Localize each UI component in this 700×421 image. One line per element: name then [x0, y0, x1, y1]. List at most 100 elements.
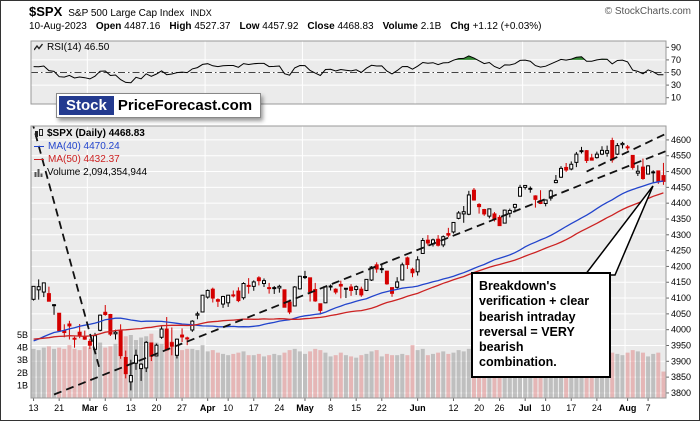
quote-high: High 4527.37	[169, 21, 230, 32]
svg-text:21: 21	[54, 403, 64, 413]
svg-text:6: 6	[103, 403, 108, 413]
svg-text:2B: 2B	[17, 368, 28, 378]
svg-text:4050: 4050	[671, 309, 691, 319]
svg-text:8: 8	[328, 403, 333, 413]
quote-value: 2.1B	[420, 21, 442, 32]
svg-text:Jun: Jun	[410, 403, 426, 413]
svg-text:7: 7	[646, 403, 651, 413]
quote-label: Chg	[450, 21, 470, 32]
svg-text:17: 17	[566, 403, 576, 413]
quote-label: High	[169, 21, 192, 32]
svg-text:15: 15	[351, 403, 361, 413]
svg-text:10: 10	[541, 403, 551, 413]
ma50-legend: MA(50) 4432.37	[48, 154, 120, 165]
svg-text:26: 26	[495, 403, 505, 413]
quote-date: 10-Aug-2023	[29, 21, 87, 32]
axis-labels: 4600 4550 4500 4450 4400 4350 4300 4250 4200 4150…	[17, 42, 691, 413]
svg-text:4550: 4550	[671, 151, 691, 161]
svg-text:4600: 4600	[671, 135, 691, 145]
stockpriceforecast-logo: Stock PriceForecast.com	[56, 93, 262, 118]
svg-text:13: 13	[29, 403, 39, 413]
ma40-line-icon: —	[34, 141, 44, 152]
svg-text:12: 12	[448, 403, 458, 413]
ma40-legend-row: — MA(40) 4470.24	[34, 140, 147, 153]
trendline	[53, 150, 666, 396]
svg-text:4150: 4150	[671, 277, 691, 287]
rsi-line	[33, 55, 664, 84]
candlesticks	[31, 137, 666, 391]
svg-text:4450: 4450	[671, 182, 691, 192]
svg-text:4250: 4250	[671, 246, 691, 256]
exchange-label: INDX	[190, 8, 212, 18]
svg-text:4500: 4500	[671, 167, 691, 177]
svg-text:20: 20	[474, 403, 484, 413]
svg-text:4100: 4100	[671, 293, 691, 303]
svg-text:70: 70	[671, 55, 681, 65]
volume-legend: Volume 2,094,354,944	[47, 167, 148, 178]
quote-low: Low 4457.92	[239, 21, 298, 32]
quote-volume: Volume 2.1B	[383, 21, 442, 32]
svg-text:3950: 3950	[671, 340, 691, 350]
svg-text:May: May	[296, 403, 314, 413]
svg-text:Apr: Apr	[200, 403, 216, 413]
quote-bar: 10-Aug-2023 Open 4487.16 High 4527.37 Lo…	[29, 21, 542, 32]
header: $SPX S&P 500 Large Cap Index INDX	[29, 4, 212, 19]
svg-text:4200: 4200	[671, 261, 691, 271]
svg-text:5B: 5B	[17, 330, 28, 340]
ma50-legend-row: — MA(50) 4432.37	[34, 153, 147, 166]
ma40-line	[33, 180, 664, 342]
svg-text:3850: 3850	[671, 372, 691, 382]
svg-text:17: 17	[249, 403, 259, 413]
ma50-line	[33, 192, 664, 340]
svg-text:22: 22	[377, 403, 387, 413]
series-legend: $SPX (Daily) 4468.83	[47, 128, 145, 139]
svg-text:20: 20	[151, 403, 161, 413]
logo-text: PriceForecast.com	[117, 97, 253, 114]
quote-open: Open 4487.16	[96, 21, 161, 32]
svg-text:10: 10	[671, 93, 681, 103]
rsi-overbought-fill	[454, 55, 608, 60]
svg-text:4350: 4350	[671, 214, 691, 224]
quote-value: 4527.37	[194, 21, 231, 32]
svg-text:24: 24	[592, 403, 602, 413]
ma50-line-icon: —	[34, 154, 44, 165]
quote-value: 4468.83	[337, 21, 374, 32]
logo-stock-badge: Stock	[59, 96, 114, 115]
svg-text:Jul: Jul	[519, 403, 532, 413]
quote-value: 4487.16	[124, 21, 161, 32]
svg-text:4300: 4300	[671, 230, 691, 240]
svg-text:90: 90	[671, 42, 681, 52]
quote-value: 4457.92	[262, 21, 299, 32]
svg-text:Mar: Mar	[82, 403, 99, 413]
svg-text:Aug: Aug	[619, 403, 637, 413]
svg-text:4B: 4B	[17, 343, 28, 353]
quote-label: Close	[307, 21, 335, 32]
quote-label: Volume	[382, 21, 418, 32]
index-name: S&P 500 Large Cap Index	[68, 8, 185, 19]
svg-text:3B: 3B	[17, 355, 28, 365]
annotation-callout: Breakdown's verification + clear bearish…	[471, 272, 611, 378]
trendline	[586, 132, 666, 173]
volume-legend-row: Volume 2,094,354,944	[34, 166, 147, 179]
rsi-label: RSI(14) 46.50	[47, 42, 110, 53]
svg-text:27: 27	[177, 403, 187, 413]
quote-change: Chg +1.12 (+0.03%)	[450, 21, 541, 32]
series-legend-row: $SPX (Daily) 4468.83	[34, 127, 147, 140]
svg-text:30: 30	[671, 80, 681, 90]
svg-text:24: 24	[274, 403, 284, 413]
trendline	[32, 126, 102, 372]
ma40-legend: MA(40) 4470.24	[48, 141, 120, 152]
candlestick-icon	[35, 128, 43, 137]
ticker-symbol: $SPX	[29, 4, 63, 19]
main-chart-legend: $SPX (Daily) 4468.83 — MA(40) 4470.24 — …	[34, 127, 147, 179]
rsi-indicator-icon	[34, 43, 43, 51]
svg-text:3900: 3900	[671, 356, 691, 366]
svg-text:13: 13	[126, 403, 136, 413]
svg-text:10: 10	[223, 403, 233, 413]
quote-label: Low	[239, 21, 260, 32]
svg-text:50: 50	[671, 68, 681, 78]
quote-value: +1.12 (+0.03%)	[472, 21, 542, 32]
svg-text:4000: 4000	[671, 325, 691, 335]
